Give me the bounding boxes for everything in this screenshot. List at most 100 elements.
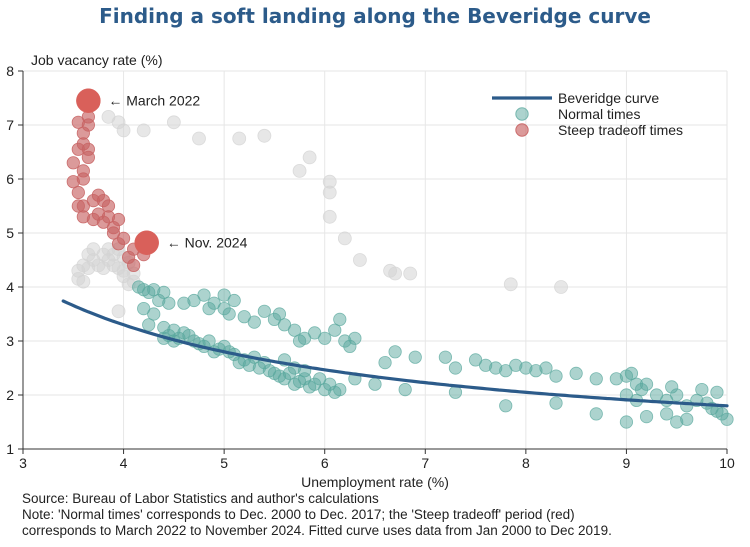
point-other-times [71, 271, 86, 286]
point-normal-times [257, 304, 271, 318]
point-other-times [322, 185, 337, 200]
point-normal-times [368, 377, 382, 391]
x-axis-title: Unemployment rate (%) [301, 474, 449, 490]
point-normal-times [348, 331, 362, 345]
point-normal-times [639, 377, 654, 391]
y-tick-label: 6 [6, 171, 14, 187]
point-steep-tradeoff-times [81, 118, 95, 132]
legend-swatch-normal [515, 107, 529, 121]
point-steep-tradeoff-times [71, 185, 85, 200]
y-tick-label: 4 [6, 279, 14, 295]
point-normal-times [624, 366, 639, 380]
point-normal-times [539, 361, 553, 375]
point-normal-times [569, 366, 583, 380]
point-normal-times [438, 350, 452, 364]
point-steep-tradeoff-times [66, 156, 80, 170]
point-normal-times [408, 350, 422, 364]
point-other-times [554, 280, 568, 294]
point-normal-times [388, 345, 402, 359]
point-other-times [166, 115, 181, 130]
point-normal-times [247, 315, 261, 329]
point-normal-times [468, 353, 483, 367]
point-normal-times [297, 331, 312, 345]
point-steep-tradeoff-times [81, 142, 95, 156]
points-layer: ← March 2022 ← Nov. 2024 [61, 88, 734, 429]
scatter-plot: 3 4 5 6 7 8 9 10 1 2 3 4 5 6 7 8 Job vacancy rate (%) Une… [6, 52, 735, 490]
point-other-times [322, 209, 337, 224]
point-normal-times [147, 307, 161, 321]
point-other-times [136, 123, 151, 138]
note-line-1: Note: 'Normal times' corresponds to Dec.… [22, 507, 575, 522]
point-normal-times [499, 364, 513, 378]
y-tick-label: 3 [6, 333, 14, 349]
point-normal-times [187, 293, 201, 308]
point-normal-times [448, 385, 463, 399]
point-normal-times [589, 407, 603, 421]
beveridge-curve-line [61, 299, 729, 408]
point-normal-times [318, 331, 332, 345]
point-normal-times [162, 296, 176, 310]
point-steep-tradeoff-times [127, 258, 141, 272]
point-normal-times [137, 301, 151, 316]
y-tick-label: 5 [6, 225, 14, 241]
point-steep-tradeoff-times [91, 188, 106, 202]
point-normal-times [272, 307, 287, 321]
x-tick-label: 9 [623, 455, 631, 471]
point-highlight [76, 88, 101, 113]
x-tick-label: 3 [19, 455, 27, 471]
footer-notes: Source: Bureau of Labor Statistics and a… [22, 491, 742, 539]
point-normal-times [157, 285, 171, 299]
point-other-times [503, 277, 518, 292]
point-steep-tradeoff-times [76, 164, 90, 178]
point-normal-times [549, 369, 563, 383]
point-normal-times [619, 415, 634, 429]
point-normal-times [398, 382, 412, 397]
point-normal-times [333, 382, 347, 397]
point-normal-times [142, 318, 156, 332]
point-normal-times [448, 361, 463, 375]
point-normal-times [720, 412, 734, 426]
x-tick-label: 4 [120, 455, 128, 471]
point-highlight [134, 230, 159, 255]
point-normal-times [710, 385, 724, 399]
point-normal-times [202, 301, 216, 316]
point-normal-times [287, 323, 302, 337]
x-tick-label: 10 [719, 455, 735, 471]
point-normal-times [680, 412, 694, 426]
x-tick-label: 6 [321, 455, 329, 471]
point-other-times [292, 163, 307, 178]
source-note: Source: Bureau of Labor Statistics and a… [22, 491, 379, 506]
annotation-label: ← March 2022 [108, 93, 200, 109]
y-tick-label: 8 [6, 63, 14, 79]
point-steep-tradeoff-times [116, 231, 131, 245]
annotation-label: ← Nov. 2024 [167, 235, 248, 251]
x-tick-label: 8 [522, 455, 530, 471]
point-other-times [232, 131, 247, 146]
x-tick-label: 5 [220, 455, 228, 471]
point-other-times [337, 231, 352, 246]
legend-label-steep: Steep tradeoff times [558, 122, 683, 138]
y-axis-title: Job vacancy rate (%) [31, 52, 163, 68]
point-normal-times [328, 323, 342, 337]
point-normal-times [277, 318, 292, 332]
point-other-times [116, 123, 131, 138]
legend-label-curve: Beveridge curve [558, 90, 659, 106]
legend-label-normal: Normal times [558, 106, 640, 122]
point-normal-times [378, 355, 392, 370]
point-normal-times [222, 307, 236, 321]
point-other-times [257, 128, 272, 143]
point-other-times [353, 253, 367, 267]
point-normal-times [660, 407, 674, 421]
point-normal-times [333, 312, 347, 326]
point-steep-tradeoff-times [71, 199, 85, 213]
point-normal-times [589, 372, 603, 386]
point-other-times [111, 261, 126, 276]
point-other-times [403, 266, 418, 281]
chart-title: Finding a soft landing along the Beverid… [99, 4, 651, 28]
point-normal-times [549, 396, 563, 410]
point-normal-times [237, 310, 251, 324]
point-other-times [111, 304, 126, 319]
point-normal-times [639, 409, 654, 424]
